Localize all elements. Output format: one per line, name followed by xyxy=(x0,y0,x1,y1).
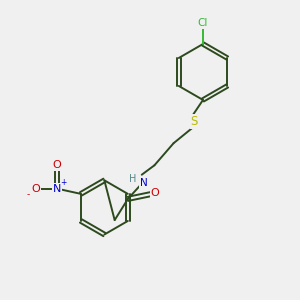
Text: -: - xyxy=(26,190,29,200)
Text: Cl: Cl xyxy=(198,18,208,28)
Text: +: + xyxy=(60,178,66,187)
Text: S: S xyxy=(190,115,198,128)
Text: N: N xyxy=(52,184,61,194)
Text: O: O xyxy=(31,184,40,194)
Text: N: N xyxy=(140,178,147,188)
Text: H: H xyxy=(129,174,137,184)
Text: O: O xyxy=(151,188,159,198)
Text: O: O xyxy=(52,160,61,170)
